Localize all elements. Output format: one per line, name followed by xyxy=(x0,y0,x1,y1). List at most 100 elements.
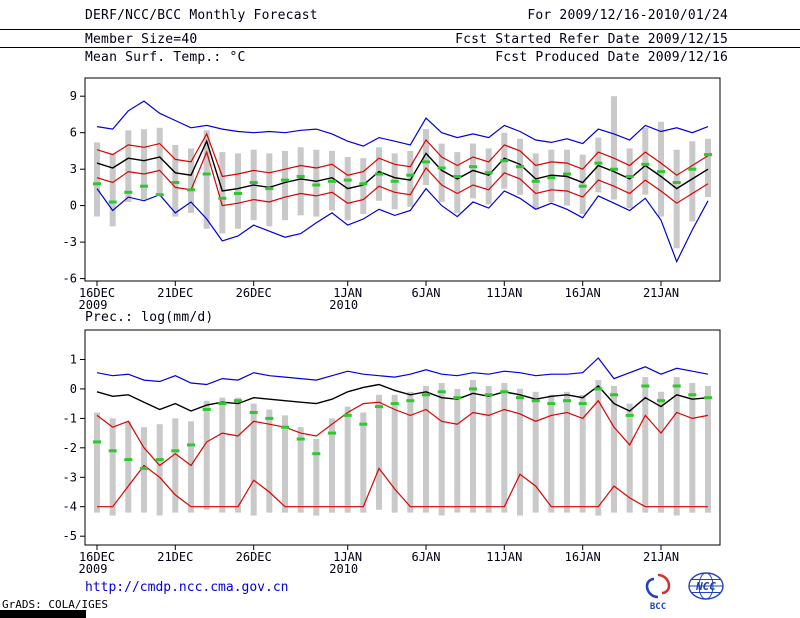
median-marker xyxy=(124,458,133,462)
x-axis-label: 26DEC xyxy=(236,286,272,300)
y-axis-label: -4 xyxy=(63,500,77,514)
ensemble-spread-bar xyxy=(454,388,461,513)
median-marker xyxy=(328,179,336,183)
ensemble-spread-bar xyxy=(673,149,680,249)
median-marker xyxy=(578,402,587,406)
ensemble-spread-bar xyxy=(188,148,194,213)
series-min-line xyxy=(96,187,709,264)
x-axis-sublabel: 2010 xyxy=(329,298,358,312)
median-marker xyxy=(312,183,321,187)
bcc-swirl-red-icon xyxy=(657,573,671,595)
ensemble-spread-bar xyxy=(219,152,226,234)
series-lower-line xyxy=(96,150,709,207)
y-axis-label: 3 xyxy=(70,162,77,176)
median-marker xyxy=(516,396,524,400)
median-marker xyxy=(249,181,258,184)
median-marker xyxy=(155,193,164,197)
ensemble-spread-bar xyxy=(203,400,210,510)
median-marker xyxy=(140,466,148,470)
median-marker xyxy=(390,179,399,183)
ensemble-spread-bar xyxy=(313,439,320,516)
ensemble-spread-bar xyxy=(297,147,304,216)
ensemble-spread-bar xyxy=(658,121,664,217)
ensemble-spread-bar xyxy=(329,418,335,513)
median-marker xyxy=(234,399,242,403)
median-marker xyxy=(108,200,117,204)
refer-date-label: Fcst Started Refer Date 2009/12/15 xyxy=(455,32,728,47)
plot-frame xyxy=(84,77,721,282)
ensemble-spread-bar xyxy=(438,143,445,202)
series-max-line xyxy=(96,100,709,147)
median-marker xyxy=(547,176,556,180)
ensemble-spread-bar xyxy=(532,391,539,513)
median-marker xyxy=(140,184,148,188)
ensemble-spread-bar xyxy=(94,142,100,217)
median-marker xyxy=(657,399,665,403)
y-axis-label: -2 xyxy=(63,441,77,455)
member-size-label: Member Size=40 xyxy=(85,32,198,47)
median-marker xyxy=(406,399,415,403)
x-axis-sublabel: 2009 xyxy=(79,298,108,312)
ensemble-spread-bar xyxy=(156,424,163,516)
median-marker xyxy=(265,187,274,191)
ensemble-spread-bar xyxy=(297,427,304,513)
median-marker xyxy=(547,402,556,406)
x-axis-label: 21DEC xyxy=(157,286,193,300)
x-axis-label: 11JAN xyxy=(486,286,522,300)
ensemble-spread-bar xyxy=(423,129,429,185)
series-lower-line xyxy=(96,399,709,467)
ensemble-spread-bar xyxy=(438,383,445,516)
median-marker xyxy=(171,449,180,453)
x-axis-label: 21JAN xyxy=(643,286,679,300)
median-marker xyxy=(422,160,430,164)
series-mean-line xyxy=(96,139,709,192)
ensemble-spread-bar xyxy=(470,380,476,513)
median-marker xyxy=(359,182,368,186)
ensemble-spread-bar xyxy=(564,391,570,513)
ensemble-spread-bar xyxy=(611,386,617,513)
ensemble-spread-bar xyxy=(235,397,241,513)
ensemble-spread-bar xyxy=(360,412,367,513)
ensemble-spread-bar xyxy=(94,412,100,513)
variable-label: Mean Surf. Temp.: °C xyxy=(85,50,246,65)
y-axis-label: 6 xyxy=(70,126,77,140)
x-axis-label: 16DEC xyxy=(79,550,115,564)
ensemble-spread-bar xyxy=(219,397,226,513)
x-axis-label: 21JAN xyxy=(643,550,679,564)
median-marker xyxy=(672,181,681,184)
series-max-line xyxy=(96,357,709,386)
median-marker xyxy=(625,175,634,178)
ensemble-spread-bar xyxy=(705,386,711,513)
median-marker xyxy=(688,393,697,397)
y-axis-label: 9 xyxy=(70,89,77,103)
ensemble-spread-bar xyxy=(376,394,382,510)
median-marker xyxy=(296,175,305,178)
ensemble-spread-bar xyxy=(642,127,649,195)
x-axis-label: 11JAN xyxy=(486,550,522,564)
median-marker xyxy=(93,440,101,444)
ensemble-spread-bar xyxy=(250,403,257,516)
ensemble-spread-bar xyxy=(579,394,586,513)
median-marker xyxy=(594,161,603,165)
median-marker xyxy=(578,184,587,188)
median-marker xyxy=(155,458,164,462)
forecast-period: For 2009/12/16-2010/01/24 xyxy=(527,8,728,23)
header-divider-2 xyxy=(0,47,800,48)
x-axis-sublabel: 2010 xyxy=(329,562,358,576)
ensemble-spread-bar xyxy=(673,377,680,516)
ensemble-spread-bar xyxy=(689,141,696,222)
bcc-swirl-blue-icon xyxy=(645,577,659,599)
series-upper-line xyxy=(96,132,709,178)
median-marker xyxy=(437,390,446,394)
ensemble-spread-bar xyxy=(705,138,711,198)
ncc-logo: NCC xyxy=(688,572,724,600)
median-marker xyxy=(312,452,321,456)
series-min-line xyxy=(97,464,708,508)
median-marker xyxy=(594,387,603,391)
median-marker xyxy=(437,166,446,170)
ensemble-spread-bar xyxy=(235,153,241,229)
ensemble-spread-bar xyxy=(125,130,132,202)
ensemble-spread-bar xyxy=(689,383,696,513)
x-axis-label: 26DEC xyxy=(236,550,272,564)
